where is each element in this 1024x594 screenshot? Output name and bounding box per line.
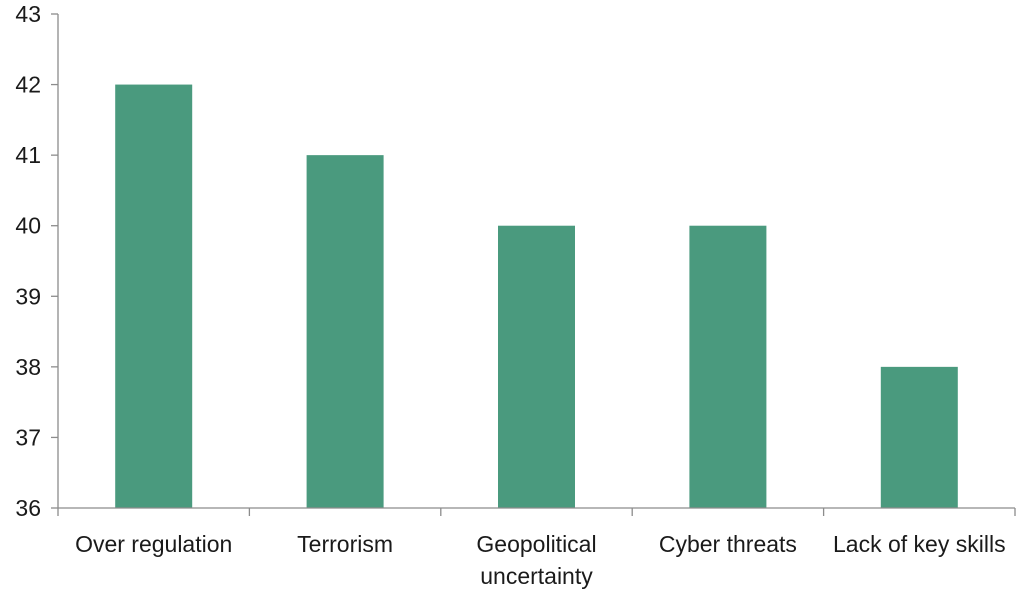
- y-tick-label-38: 38: [15, 354, 41, 380]
- y-tick-label-37: 37: [15, 424, 41, 450]
- y-tick-label-43: 43: [15, 1, 41, 27]
- y-tick-label-41: 41: [15, 142, 41, 168]
- x-tick-label-0-line-0: Over regulation: [75, 531, 232, 557]
- bar-3: [689, 225, 767, 508]
- labels-layer: 36 37 38 39 40 41 42 43 Over regulation Terrorism…: [15, 1, 1005, 589]
- y-tick-label-40: 40: [15, 213, 41, 239]
- x-tick-label-1-line-0: Terrorism: [297, 531, 393, 557]
- y-tick-label-42: 42: [15, 72, 41, 98]
- y-tick-label-39: 39: [15, 283, 41, 309]
- bar-4: [880, 366, 958, 508]
- bar-1: [306, 155, 384, 508]
- y-tick-label-36: 36: [15, 495, 41, 521]
- x-tick-label-1: Terrorism: [297, 531, 393, 557]
- bar-0: [115, 84, 193, 508]
- x-tick-label-3: Cyber threats: [659, 531, 797, 557]
- x-tick-label-2-line-1: uncertainty: [480, 563, 593, 589]
- bars-layer: [115, 84, 958, 508]
- x-tick-label-2: Geopolitical uncertainty: [476, 531, 596, 589]
- x-tick-label-4-line-0: Lack of key skills: [833, 531, 1006, 557]
- x-tick-label-2-line-0: Geopolitical: [476, 531, 596, 557]
- bar-2: [498, 225, 575, 508]
- axes-layer: [51, 13, 1016, 516]
- x-tick-label-3-line-0: Cyber threats: [659, 531, 797, 557]
- x-tick-label-4: Lack of key skills: [833, 531, 1006, 557]
- x-tick-label-0: Over regulation: [75, 531, 232, 557]
